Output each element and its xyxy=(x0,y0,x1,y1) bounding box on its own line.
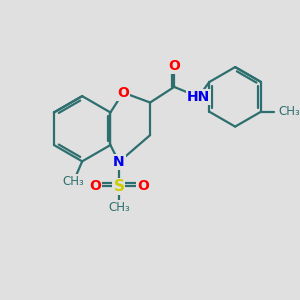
Text: HN: HN xyxy=(187,90,210,104)
Text: CH₃: CH₃ xyxy=(278,105,300,118)
Text: CH₃: CH₃ xyxy=(63,175,85,188)
Text: S: S xyxy=(113,178,124,194)
Text: CH₃: CH₃ xyxy=(108,201,130,214)
Text: O: O xyxy=(168,59,180,73)
Text: O: O xyxy=(137,179,149,193)
Text: N: N xyxy=(113,155,125,169)
Text: O: O xyxy=(89,179,101,193)
Text: O: O xyxy=(117,85,129,100)
